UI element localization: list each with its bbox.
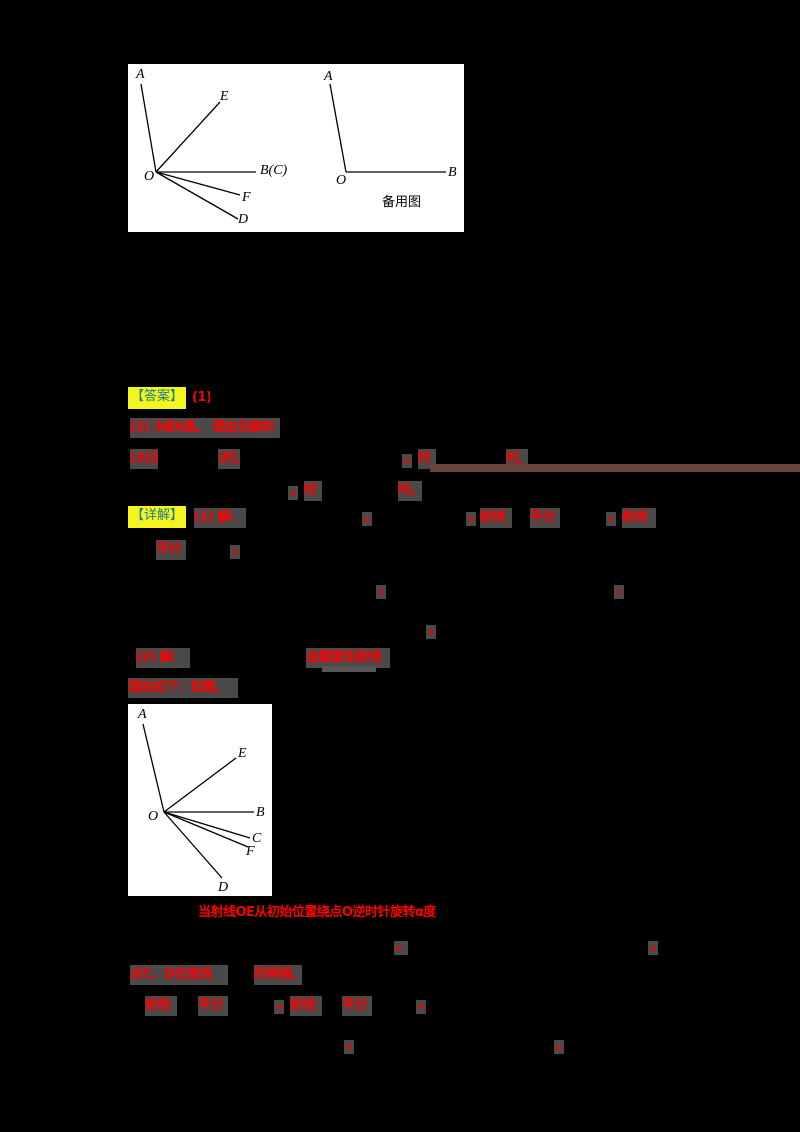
answer-line2b: )时,: [218, 449, 240, 469]
angle-diagram: A E O B(C) F D A O B 备用图: [135, 67, 457, 227]
figure-angles-solution: A E O B C F D: [128, 704, 272, 896]
explanation-mark-2: [466, 512, 476, 526]
answer-mark-2: [288, 486, 298, 500]
lower-frag3: 的两侧,: [254, 965, 302, 985]
label-a: A: [137, 707, 147, 722]
explanation-frag5: 平分: [156, 540, 186, 560]
label-d: D: [237, 212, 248, 227]
explanation-mark-1: [362, 512, 372, 526]
label-a: A: [135, 67, 145, 82]
label-c: C: [252, 831, 262, 846]
explanation-mark-3: [606, 512, 616, 526]
label-d: D: [217, 880, 228, 895]
label-f: F: [241, 190, 251, 205]
lower-mark-4: [416, 1000, 426, 1014]
explanation-frag7: 由题意知射线: [306, 648, 390, 668]
explanation-mark-6: [614, 585, 624, 599]
explanation-frag2: 射线: [480, 508, 512, 528]
backup-caption: 备用图: [382, 194, 421, 210]
answer-line2a: (3)当(: [130, 449, 158, 469]
answer-line3b: 时。: [398, 481, 422, 501]
lower-frag1: 当射线OE从初始位置绕点O逆时针旋转α度: [198, 905, 436, 920]
explanation-tag: 【详解】: [128, 506, 187, 528]
lower-mark-5: [344, 1040, 354, 1054]
lower-frag6: 射线: [290, 996, 322, 1016]
answer-line1: (2) 3或6度。 理由见解析: [130, 418, 280, 438]
label-b: B: [256, 805, 265, 820]
label-f: F: [245, 844, 255, 859]
explanation-mark-5: [376, 585, 386, 599]
explanation-mark-7: [426, 625, 436, 639]
answer-tag: 【答案】: [128, 387, 187, 409]
explanation-frag8: 理由如下：如图,: [128, 678, 238, 698]
label-e: E: [219, 89, 229, 104]
explanation-mark-4: [230, 545, 240, 559]
answer-line3a: 时: [304, 481, 322, 501]
underline-bar: [430, 464, 800, 472]
underline-bar-2: [322, 666, 376, 672]
lower-frag5: 平分: [198, 996, 228, 1016]
explanation-frag3: 平分: [530, 508, 560, 528]
lower-mark-2: [648, 941, 658, 955]
lower-frag7: 平分: [342, 996, 372, 1016]
label-e: E: [237, 746, 247, 761]
lower-frag4: 射线: [145, 996, 177, 1016]
label-o: O: [148, 809, 158, 824]
label-bc: B(C): [260, 163, 288, 178]
backup-label-a: A: [323, 69, 333, 84]
explanation-frag6: (2) 解:: [136, 648, 190, 668]
backup-label-o: O: [336, 173, 346, 188]
figure-angles-main: A E O B(C) F D A O B 备用图: [128, 64, 464, 232]
answer-part1: (1): [192, 390, 210, 405]
explanation-frag1: (1) 解:: [194, 508, 246, 528]
lower-mark-1: [394, 941, 408, 955]
answer-mark-1: [402, 454, 412, 468]
lower-mark-6: [554, 1040, 564, 1054]
lower-mark-3: [274, 1000, 284, 1014]
lower-frag2: 点C、D在直线: [130, 965, 228, 985]
label-o: O: [144, 169, 154, 184]
backup-label-b: B: [448, 165, 457, 180]
explanation-frag4: 射线: [622, 508, 656, 528]
solution-diagram: A E O B C F D: [137, 707, 265, 895]
